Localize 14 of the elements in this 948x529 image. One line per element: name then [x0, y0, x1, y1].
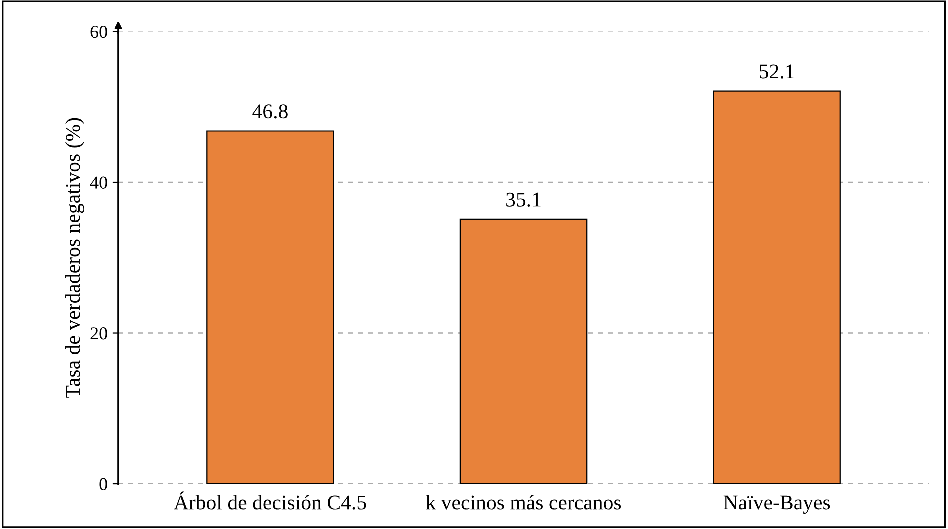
y-tick-label: 40: [90, 176, 108, 189]
x-tick-label: Árbol de decisión C4.5: [174, 492, 366, 510]
bar: [460, 218, 588, 484]
data-label: 46.8: [252, 104, 288, 119]
data-label: 35.1: [506, 192, 541, 207]
y-axis-title: Tasa de verdaderos negativos (%): [66, 118, 84, 398]
bar: [206, 130, 334, 484]
x-tick-label: Naïve-Bayes: [724, 496, 830, 514]
data-label: 52.1: [760, 64, 794, 79]
y-tick-label: 0: [100, 478, 108, 490]
y-tick-label: 60: [90, 26, 108, 38]
bar: [713, 90, 841, 484]
x-tick-label: k vecinos más cercanos: [426, 495, 622, 510]
y-tick-label: 20: [90, 328, 108, 340]
